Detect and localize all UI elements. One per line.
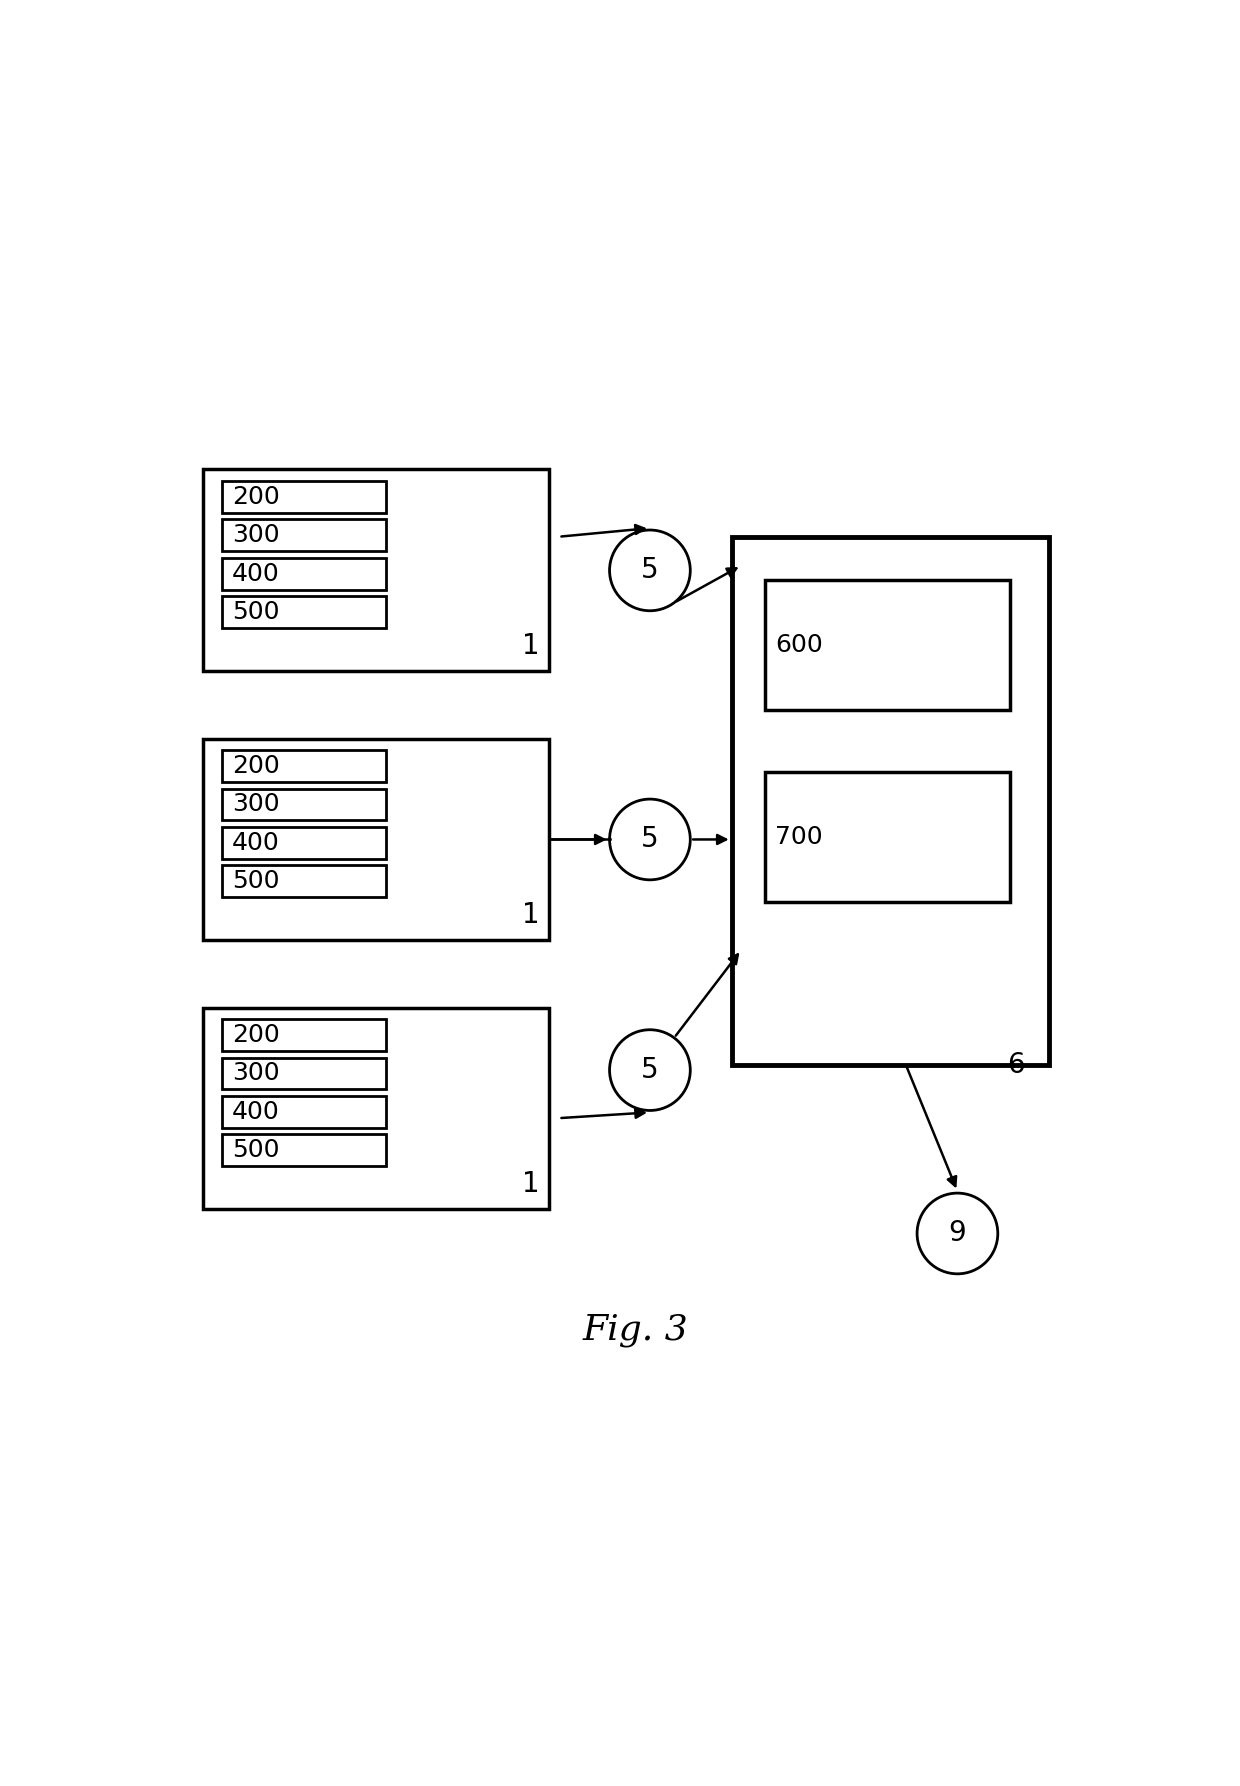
- Ellipse shape: [918, 1193, 998, 1273]
- Text: 1: 1: [522, 900, 539, 929]
- Text: 5: 5: [641, 557, 658, 584]
- Text: 500: 500: [232, 600, 279, 623]
- Text: 300: 300: [232, 1061, 279, 1086]
- Text: 300: 300: [232, 793, 279, 816]
- Bar: [222, 866, 386, 897]
- Text: 500: 500: [232, 870, 279, 893]
- Bar: [222, 1097, 386, 1127]
- Text: 5: 5: [641, 1056, 658, 1084]
- Bar: [222, 1057, 386, 1089]
- Bar: [203, 470, 549, 672]
- Bar: [222, 557, 386, 589]
- Bar: [222, 827, 386, 859]
- Text: 400: 400: [232, 563, 280, 586]
- Bar: [222, 597, 386, 629]
- Text: 400: 400: [232, 830, 280, 855]
- Text: 200: 200: [232, 754, 280, 779]
- Text: 500: 500: [232, 1138, 279, 1163]
- Text: Fig. 3: Fig. 3: [583, 1313, 688, 1347]
- Ellipse shape: [610, 798, 691, 880]
- Text: 600: 600: [775, 632, 822, 657]
- Text: 300: 300: [232, 523, 279, 547]
- Text: 6: 6: [1007, 1050, 1024, 1079]
- Text: 1: 1: [522, 1170, 539, 1198]
- Bar: [765, 772, 1011, 902]
- Bar: [222, 750, 386, 782]
- Bar: [222, 1134, 386, 1166]
- Text: 5: 5: [641, 825, 658, 854]
- Bar: [222, 789, 386, 820]
- Text: 400: 400: [232, 1100, 280, 1123]
- Ellipse shape: [610, 530, 691, 611]
- Text: 1: 1: [522, 632, 539, 659]
- Text: 700: 700: [775, 825, 822, 848]
- Text: 200: 200: [232, 1023, 280, 1047]
- Text: 9: 9: [949, 1220, 966, 1247]
- Bar: [222, 480, 386, 513]
- Bar: [203, 739, 549, 941]
- Ellipse shape: [610, 1031, 691, 1111]
- Bar: [765, 580, 1011, 709]
- Bar: [203, 1007, 549, 1209]
- Bar: [222, 1020, 386, 1050]
- Text: 200: 200: [232, 484, 280, 509]
- Bar: [732, 538, 1049, 1064]
- Bar: [222, 520, 386, 552]
